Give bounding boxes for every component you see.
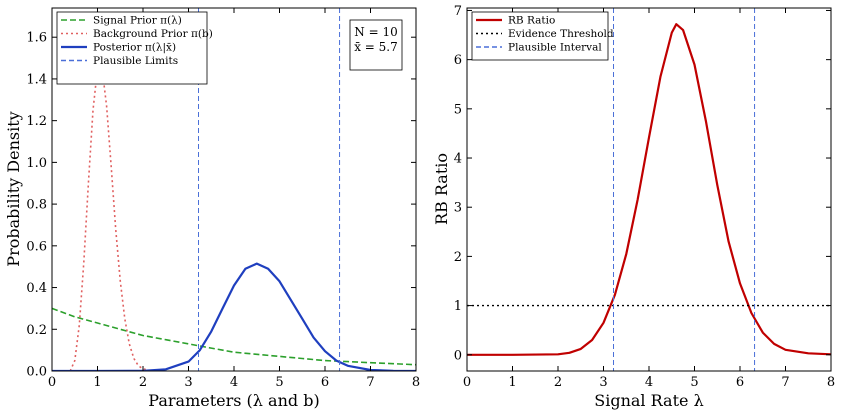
left-chart-panel: 0 1 2 3 4 5 6 7 8 0.0 0.2 0.4 0.6 0.8 1.0 1.2 1.4 1.6 Par… (4, 7, 420, 410)
right-xtick-label-3: 3 (599, 375, 607, 390)
right-xtick-label-6: 6 (736, 375, 744, 390)
left-series-1-curve (69, 61, 153, 371)
left-xtick-label-2: 2 (139, 375, 147, 390)
stats-annotation: N = 10 x̄ = 5.7 (349, 19, 403, 71)
left-ytick-label-1: 0.2 (26, 323, 47, 338)
left-ytick-label-2: 0.4 (26, 281, 47, 296)
right-xtick-label-4: 4 (645, 375, 653, 390)
left-xtick-label-7: 7 (366, 375, 374, 390)
left-xtick-label-6: 6 (321, 375, 329, 390)
right-chart-panel: 0 1 2 3 4 5 6 7 8 0 1 2 3 4 5 6 7 Signal Rate λ RB Ratio… (432, 4, 835, 410)
left-ytick-label-4: 0.8 (26, 198, 47, 213)
right-line-0 (467, 23, 831, 356)
left-xtick-label-5: 5 (275, 375, 283, 390)
left-legend-label-2: Posterior π(λ|x̄) (93, 42, 176, 55)
right-ytick-label-6: 6 (454, 53, 462, 68)
left-ytick-label-5: 1.0 (26, 156, 47, 171)
right-ytick-label-5: 5 (454, 102, 462, 117)
left-legend-label-0: Signal Prior π(λ) (93, 15, 182, 27)
right-xtick-label-8: 8 (827, 375, 835, 390)
left-ytick-label-3: 0.6 (26, 239, 47, 254)
right-y-axis-label: RB Ratio (432, 153, 451, 225)
left-legend-label-3: Plausible Limits (93, 55, 178, 67)
left-legend-label-1: Background Prior π(b) (93, 28, 213, 40)
left-line-1 (69, 61, 153, 371)
right-ytick-label-1: 1 (454, 299, 462, 314)
left-xtick-label-3: 3 (184, 375, 192, 390)
right-series-2-limit (613, 8, 756, 371)
right-ytick-label-2: 2 (454, 250, 462, 265)
left-ytick-label-7: 1.4 (26, 72, 47, 87)
right-legend-label-2: Plausible Interval (508, 42, 602, 54)
right-ytick-label-3: 3 (454, 201, 462, 216)
right-xtick-label-0: 0 (463, 375, 471, 390)
left-legend: Signal Prior π(λ)Background Prior π(b) Po… (56, 11, 213, 85)
right-xtick-label-2: 2 (554, 375, 562, 390)
left-ytick-label-0: 0.0 (26, 365, 47, 380)
left-series-2-curve (52, 262, 416, 371)
right-ytick-label-0: 0 (454, 348, 462, 363)
left-ytick-label-8: 1.6 (26, 31, 47, 46)
left-line-2 (52, 262, 416, 371)
left-xtick-label-4: 4 (230, 375, 238, 390)
right-legend-label-0: RB Ratio (508, 15, 555, 27)
right-ytick-label-7: 7 (454, 4, 462, 19)
right-legend-label-1: Evidence Threshold (508, 28, 614, 40)
right-xtick-label-5: 5 (690, 375, 698, 390)
right-ytick-label-4: 4 (454, 152, 462, 167)
right-plot-frame (466, 7, 832, 372)
right-series-0-curve (467, 23, 831, 356)
left-ytick-label-6: 1.2 (26, 114, 47, 129)
left-series-0-curve (52, 307, 416, 366)
left-xtick-label-8: 8 (412, 375, 420, 390)
left-xtick-label-0: 0 (48, 375, 56, 390)
stats-annotation-box (349, 19, 403, 71)
left-x-axis-label: Parameters (λ and b) (148, 391, 319, 410)
stats-annotation-n: N = 10 (354, 25, 397, 39)
left-xtick-label-1: 1 (93, 375, 101, 390)
stats-annotation-mean: x̄ = 5.7 (354, 40, 398, 54)
left-line-0 (52, 307, 416, 366)
right-xtick-label-7: 7 (781, 375, 789, 390)
right-x-axis-label: Signal Rate λ (594, 391, 703, 410)
right-xtick-label-1: 1 (508, 375, 516, 390)
left-y-axis-label: Probability Density (4, 111, 23, 266)
